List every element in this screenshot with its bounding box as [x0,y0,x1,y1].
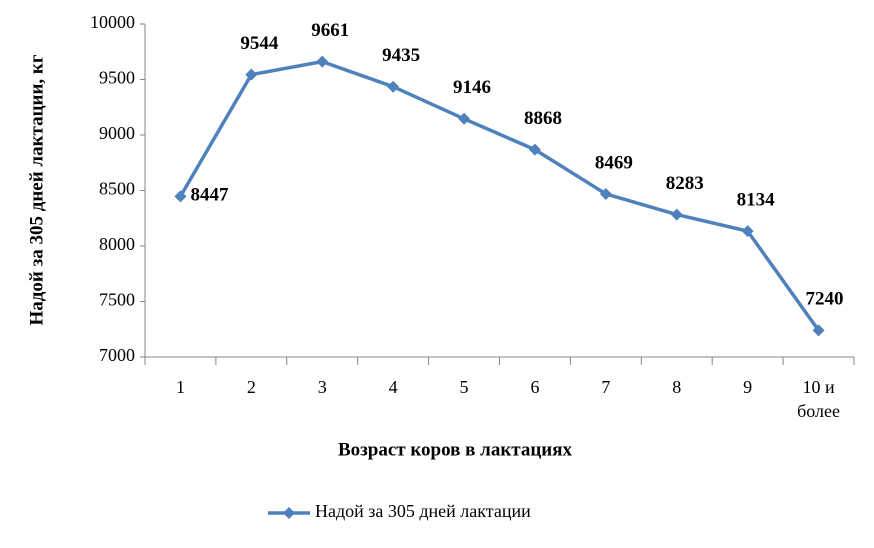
x-tick-label: 10 и более [797,377,840,421]
point-marker [528,143,541,156]
point-marker [458,112,471,125]
data-label: 8134 [737,189,776,210]
data-label: 8469 [595,152,633,173]
x-tick-label-box: 1 [175,377,185,397]
x-tick-label-box: 8 [672,377,682,397]
data-label: 8447 [190,185,229,206]
x-tick-label-box: 2 [246,377,256,397]
data-label: 8868 [524,108,562,129]
series-line [178,59,820,332]
legend-marker [283,507,295,519]
y-tick-label: 7500 [99,290,135,310]
y-tick-label: 10000 [90,12,135,32]
x-tick-label: 3 [317,377,327,397]
legend-label: Надой за 305 дней лактации [315,501,531,521]
x-tick-label-box: 4 [388,377,398,397]
y-tick-label: 9000 [99,123,135,143]
y-axis-title: Надой за 305 дней лактации, кг [26,54,47,325]
point-marker [670,208,683,221]
x-tick-label: 4 [388,377,398,397]
x-tick-label-box: 7 [601,377,611,397]
point-marker [387,80,400,93]
data-label: 7240 [806,289,844,310]
point-marker [812,324,825,337]
y-tick-label: 8000 [99,234,135,254]
point-marker [599,187,612,200]
x-tick-label: 1 [175,377,185,397]
data-label: 9544 [240,33,279,54]
x-tick-label-box: 3 [317,377,327,397]
x-tick-label: 5 [459,377,469,397]
point-marker [174,190,187,203]
x-tick-label: 8 [672,377,682,397]
data-label: 9146 [453,77,491,98]
y-tick-label: 7000 [99,345,135,365]
point-marker [741,225,754,238]
x-tick-label: 2 [246,377,256,397]
x-tick-label: 7 [601,377,611,397]
data-label: 8283 [666,173,704,194]
x-tick-label-box: 6 [530,377,540,397]
x-tick-label: 6 [530,377,540,397]
y-tick-label: 8500 [99,179,135,199]
point-marker [316,55,329,68]
x-tick-label-box: 9 [743,377,753,397]
data-label: 9661 [311,20,349,41]
x-axis-title: Возраст коров в лактациях [338,439,573,460]
x-tick-label: 9 [743,377,753,397]
point-marker [245,68,258,81]
x-tick-label-box: 5 [459,377,469,397]
data-label: 9435 [382,45,420,66]
x-tick-label-box: 10 и более [797,377,840,421]
y-tick-label: 9500 [99,68,135,88]
